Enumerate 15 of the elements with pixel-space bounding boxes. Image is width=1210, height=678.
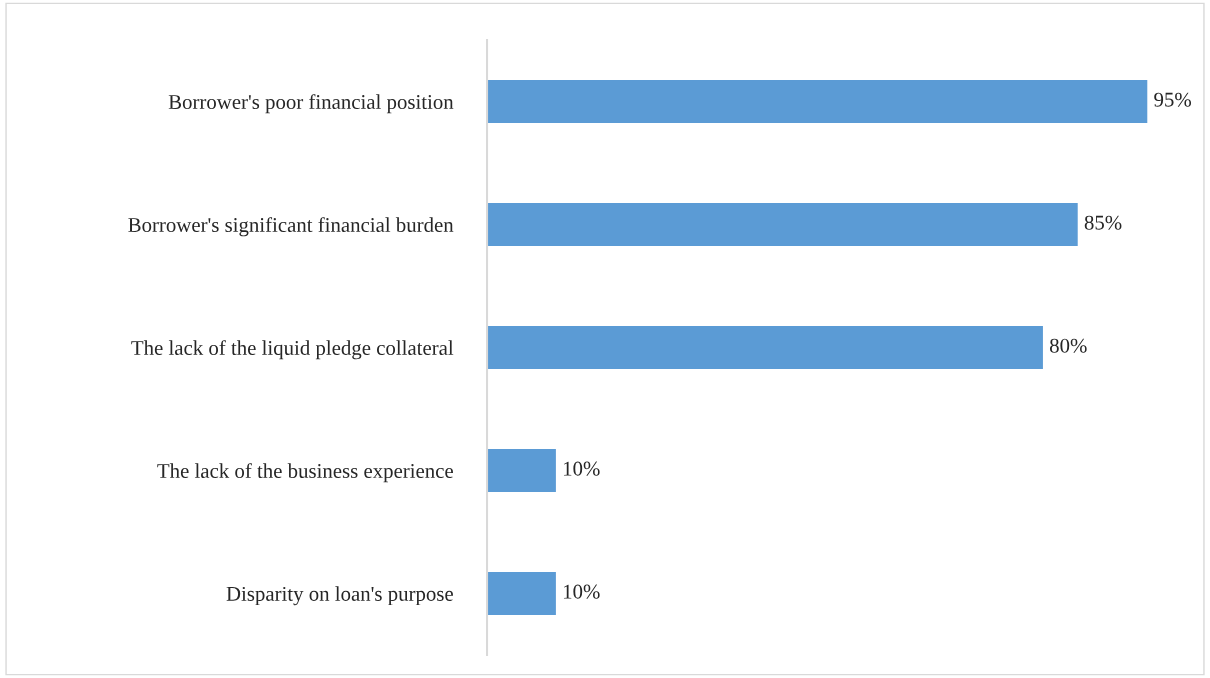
data-label: 80% bbox=[1049, 338, 1087, 353]
bar bbox=[487, 570, 558, 617]
y-tick-label: The lack of the liquid pledge collateral bbox=[131, 340, 454, 360]
data-label: 95% bbox=[1154, 92, 1192, 107]
bar bbox=[487, 447, 558, 494]
data-label: 10% bbox=[563, 584, 600, 599]
bar bbox=[487, 324, 1045, 371]
y-tick-label: Disparity on loan's purpose bbox=[226, 586, 453, 606]
bar bbox=[487, 78, 1149, 125]
bar bbox=[487, 201, 1080, 248]
y-tick-label: Borrower's poor financial position bbox=[168, 94, 454, 114]
data-label: 10% bbox=[563, 461, 600, 476]
y-tick-label: Borrower's significant financial burden bbox=[128, 217, 454, 237]
data-label: 85% bbox=[1084, 215, 1122, 230]
y-tick-label: The lack of the business experience bbox=[157, 463, 453, 483]
